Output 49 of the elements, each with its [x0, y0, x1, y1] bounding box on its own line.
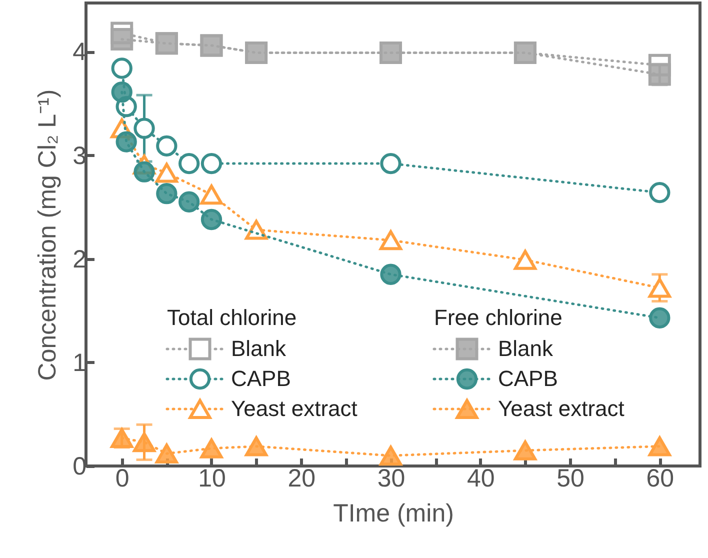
x-tick-label: 20: [288, 464, 316, 492]
point: [649, 307, 670, 328]
point: [380, 152, 402, 174]
legend-label: Yeast extract: [498, 396, 624, 421]
point: [380, 264, 402, 285]
point: [111, 58, 132, 79]
y-tick-label: 2: [72, 245, 86, 274]
point: [111, 82, 132, 103]
point: [155, 444, 178, 464]
x-tick-label: 0: [115, 464, 130, 492]
legend-label: CAPB: [498, 366, 558, 391]
point: [514, 440, 536, 460]
x-tick-label: 40: [466, 464, 495, 492]
point: [110, 428, 134, 448]
point: [110, 28, 134, 50]
point: [133, 432, 156, 452]
point: [156, 183, 178, 204]
point: [245, 436, 268, 456]
annotation: Total chlorine: [167, 305, 297, 330]
x-tick-label: 60: [646, 464, 674, 492]
point: [514, 250, 536, 270]
point: [200, 438, 223, 458]
point: [649, 182, 670, 204]
point: [648, 278, 671, 298]
point: [155, 162, 178, 183]
point: [380, 446, 402, 466]
point: [134, 118, 155, 139]
y-tick-label: 1: [72, 348, 86, 377]
x-tick-label: 10: [198, 464, 226, 492]
legend-label: Blank: [498, 336, 554, 361]
point: [178, 191, 200, 212]
y-tick-label: 4: [72, 38, 87, 66]
x-axis-title: TIme (min): [333, 500, 454, 528]
point: [200, 152, 222, 174]
point: [200, 184, 223, 205]
x-tick-label: 30: [377, 464, 406, 492]
x-tick-label: 50: [556, 464, 584, 492]
annotation: Free chlorine: [434, 305, 562, 330]
point: [200, 208, 222, 230]
legend-label: Blank: [231, 336, 288, 361]
point: [380, 230, 402, 250]
y-axis-title: Concentration (mg Cl₂ L⁻¹): [34, 89, 62, 381]
point: [648, 436, 671, 456]
point: [178, 152, 200, 174]
point: [134, 161, 155, 182]
legend-label: Yeast extract: [231, 396, 358, 421]
point: [156, 135, 178, 157]
legend-label: CAPB: [231, 366, 291, 391]
point: [116, 131, 137, 152]
